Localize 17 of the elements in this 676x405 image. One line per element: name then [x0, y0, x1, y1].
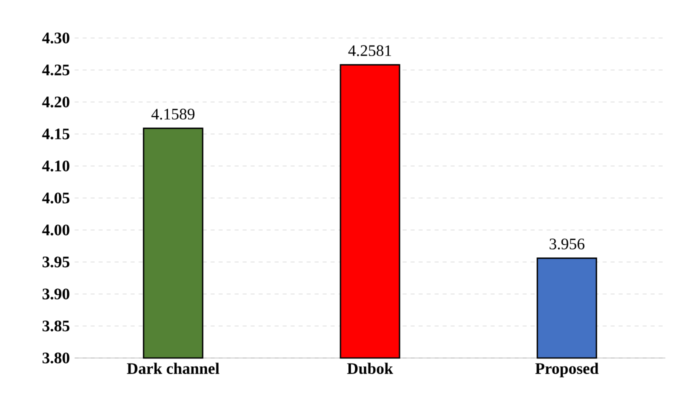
y-tick-label: 4.15: [42, 128, 70, 140]
y-tick-label: 3.95: [42, 256, 70, 268]
x-tick-label: Dubok: [347, 362, 394, 374]
y-tick-label: 4.30: [42, 32, 70, 44]
y-tick-label: 4.10: [42, 160, 70, 172]
y-tick-label: 4.25: [42, 64, 70, 76]
y-tick-label: 4.20: [42, 96, 70, 108]
y-tick-label: 4.00: [42, 224, 70, 236]
y-tick-label: 3.85: [42, 320, 70, 332]
data-label: 4.1589: [151, 108, 194, 120]
data-label: 4.2581: [348, 45, 392, 56]
x-tick-label: Dark channel: [126, 362, 220, 374]
data-label: 3.956: [550, 238, 584, 250]
x-tick-label: Proposed: [535, 362, 599, 378]
y-tick-label: 3.80: [42, 352, 70, 364]
y-tick-label: 4.05: [42, 192, 70, 204]
y-tick-label: 3.90: [42, 288, 70, 300]
